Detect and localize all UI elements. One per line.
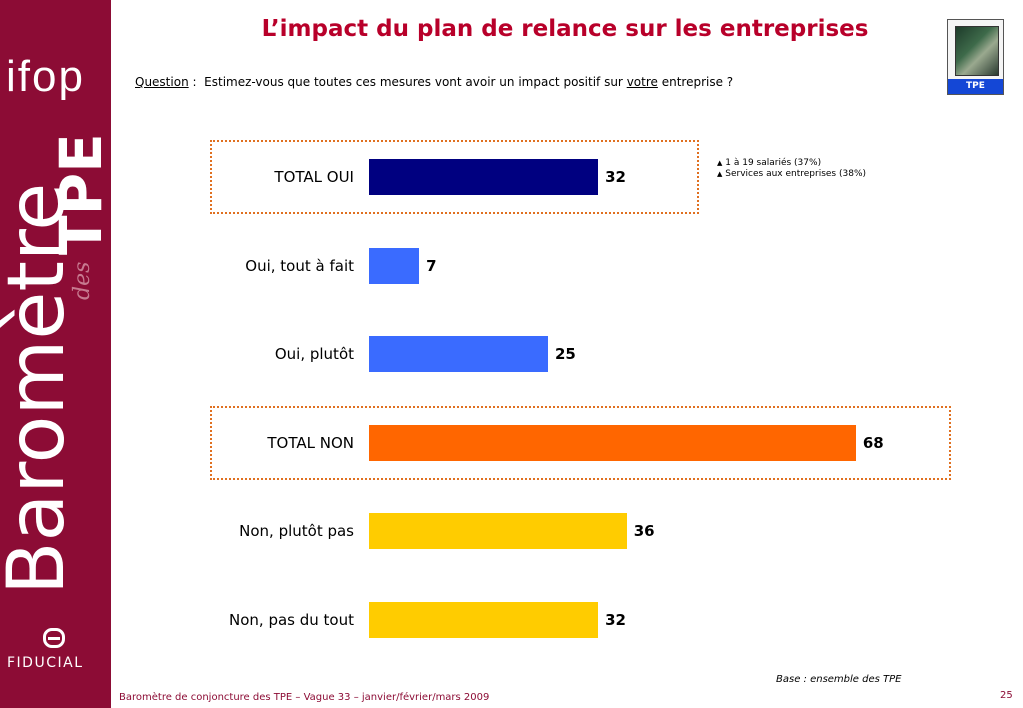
tpe-badge-label: TPE — [948, 79, 1003, 94]
bar — [369, 513, 627, 550]
value-label: 7 — [426, 256, 437, 275]
value-label: 68 — [862, 433, 884, 452]
question-label: Question — [135, 75, 189, 89]
category-label: Oui, plutôt — [274, 345, 354, 364]
des-word: des — [70, 261, 95, 300]
value-label: 32 — [605, 611, 626, 629]
fiducial-logo: FIDUCIAL — [7, 655, 84, 671]
barometre-logo: Baromètre des TPE — [0, 0, 111, 600]
question-text-after: entreprise ? — [657, 75, 734, 89]
question-line: Question : Estimez-vous que toutes ces m… — [135, 75, 733, 89]
note-2: ▲ Services aux entreprises (38%) — [717, 169, 866, 179]
bar — [369, 247, 420, 284]
total-oui-box — [210, 140, 699, 214]
up-triangle-icon: ▲ — [717, 159, 723, 167]
value-label: 32 — [605, 168, 626, 186]
bar — [369, 424, 856, 461]
bar — [369, 159, 599, 195]
up-triangle-icon: ▲ — [717, 170, 723, 178]
question-underlined-word: votre — [626, 75, 658, 89]
note-1: ▲ 1 à 19 salariés (37%) — [717, 158, 821, 168]
businessman-photo-icon — [955, 26, 999, 76]
bar — [369, 336, 548, 373]
category-label: TOTAL OUI — [274, 168, 354, 186]
question-separator: : — [188, 75, 205, 89]
value-label: 36 — [633, 522, 655, 541]
ifop-logo: ifop — [6, 52, 85, 101]
tpe-badge: TPE — [947, 19, 1004, 95]
category-label: TOTAL NON — [267, 433, 354, 452]
base-note: Base : ensemble des TPE — [776, 674, 902, 685]
footer-text: Baromètre de conjoncture des TPE – Vague… — [119, 692, 490, 703]
fiducial-icon — [43, 628, 65, 648]
bar — [369, 602, 599, 638]
note-1-text: 1 à 19 salariés (37%) — [725, 158, 822, 168]
question-text-before: Estimez-vous que toutes ces mesures vont… — [204, 75, 627, 89]
category-label: Non, pas du tout — [229, 611, 354, 629]
page-number: 25 — [1000, 690, 1013, 701]
tpe-word: TPE — [47, 133, 111, 255]
sidebar-brand-panel: ifop Baromètre des TPE FIDUCIAL — [0, 0, 111, 708]
page-title: L’impact du plan de relance sur les entr… — [261, 16, 869, 42]
value-label: 25 — [555, 345, 576, 364]
category-label: Non, plutôt pas — [239, 522, 354, 541]
note-2-text: Services aux entreprises (38%) — [725, 169, 867, 179]
category-label: Oui, tout à fait — [245, 256, 354, 275]
total-non-box — [210, 406, 951, 480]
